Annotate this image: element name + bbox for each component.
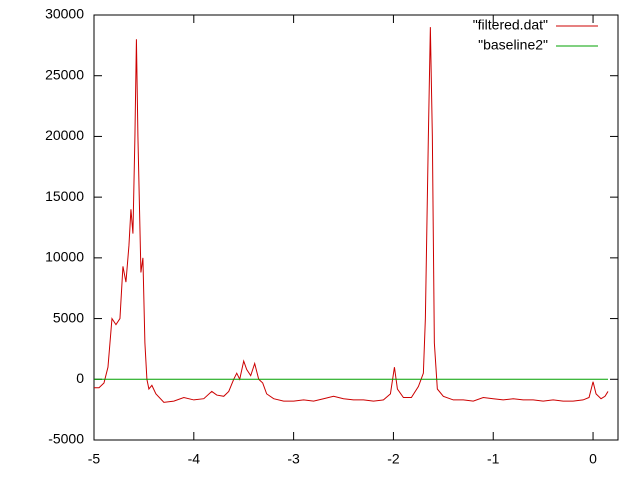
data-line [94, 27, 609, 403]
x-tick-label: -2 [387, 451, 400, 467]
y-tick-label: 15000 [45, 188, 84, 204]
x-tick-label: -3 [287, 451, 300, 467]
x-tick-label: -1 [487, 451, 500, 467]
legend-label: "filtered.dat" [473, 17, 548, 33]
x-tick-label: -4 [188, 451, 201, 467]
legend-label: "baseline2" [478, 37, 548, 53]
y-tick-label: 20000 [45, 127, 84, 143]
y-tick-label: 5000 [53, 309, 84, 325]
y-tick-label: -5000 [48, 431, 84, 447]
y-tick-label: 30000 [45, 6, 84, 22]
x-tick-label: -5 [88, 451, 101, 467]
y-tick-label: 0 [76, 370, 84, 386]
y-tick-label: 10000 [45, 249, 84, 265]
plot-border [93, 14, 619, 441]
x-tick-label: 0 [589, 451, 597, 467]
y-tick-label: 25000 [45, 66, 84, 82]
